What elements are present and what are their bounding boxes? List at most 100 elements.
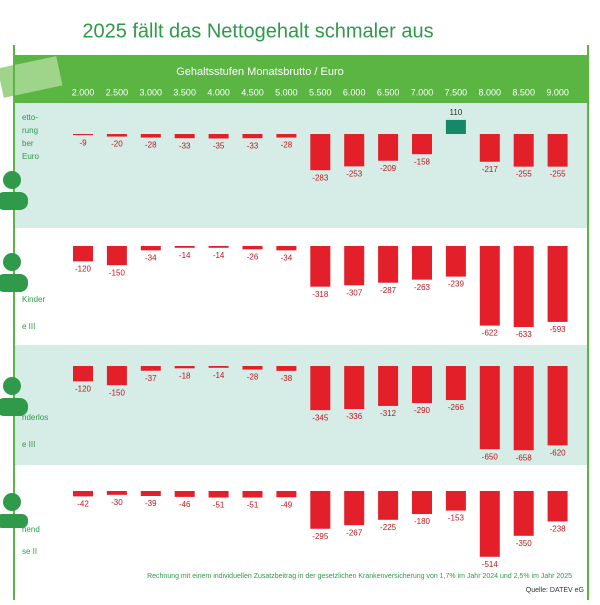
- bar: [445, 366, 466, 401]
- bar: [242, 246, 263, 250]
- bar: [412, 366, 432, 404]
- x-tick-label: 6.500: [377, 87, 400, 97]
- value-label: -336: [346, 412, 363, 421]
- bar: [73, 134, 93, 136]
- bar: [242, 491, 263, 498]
- value-label: -34: [145, 253, 157, 262]
- value-label: -14: [179, 251, 191, 260]
- value-label: -255: [550, 170, 567, 179]
- bar: [140, 134, 161, 138]
- row-label: ber: [22, 139, 34, 148]
- x-tick-label: 7.000: [411, 87, 434, 97]
- value-label: -51: [213, 501, 225, 510]
- value-label: -20: [111, 140, 123, 149]
- x-tick-label: 2.000: [72, 87, 95, 97]
- value-label: -42: [77, 499, 89, 508]
- value-label: -120: [75, 384, 92, 393]
- value-label: -239: [448, 280, 465, 289]
- bar: [106, 491, 127, 495]
- value-label: -49: [281, 500, 293, 509]
- row-label: hend: [22, 525, 40, 534]
- bar: [344, 246, 365, 286]
- bar: [174, 366, 195, 369]
- value-label: -18: [179, 371, 191, 380]
- row-label: se II: [22, 547, 37, 556]
- value-label: -28: [281, 141, 293, 150]
- bar: [445, 491, 466, 511]
- bar: [73, 246, 93, 262]
- row-label: e III: [22, 322, 35, 331]
- bar: [378, 246, 399, 283]
- x-tick-label: 3.500: [173, 87, 196, 97]
- row-label: Euro: [22, 152, 39, 161]
- bar: [208, 491, 229, 498]
- value-label: -51: [247, 501, 259, 510]
- x-tick-label: 6.000: [343, 87, 366, 97]
- value-label: -14: [213, 251, 225, 260]
- bar: [412, 134, 432, 155]
- x-tick-label: 8.500: [512, 87, 535, 97]
- bar: [344, 134, 365, 167]
- bar: [479, 246, 500, 326]
- value-label: -46: [179, 500, 191, 509]
- value-label: -253: [346, 169, 363, 178]
- x-tick-label: 5.500: [309, 87, 332, 97]
- row-band: [14, 345, 588, 465]
- value-label: -307: [346, 288, 363, 297]
- bar: [547, 134, 568, 167]
- value-label: -35: [213, 142, 225, 151]
- value-label: 110: [450, 108, 463, 117]
- bar: [276, 134, 297, 138]
- value-label: -150: [109, 388, 126, 397]
- x-tick-label: 9.000: [546, 87, 569, 97]
- value-label: -14: [213, 371, 225, 380]
- value-label: -34: [281, 253, 293, 262]
- value-label: -620: [550, 448, 567, 457]
- bar: [242, 134, 263, 139]
- value-label: -290: [414, 406, 431, 415]
- value-label: -180: [414, 517, 431, 526]
- row-label: nderlos: [22, 413, 48, 422]
- value-label: -209: [380, 164, 397, 173]
- value-label: -318: [312, 290, 329, 299]
- value-label: -28: [145, 141, 157, 150]
- bar: [208, 366, 229, 368]
- person-icons: [0, 171, 28, 528]
- bar: [445, 119, 466, 134]
- value-label: -150: [109, 268, 126, 277]
- bar: [412, 491, 432, 515]
- bar: [412, 246, 432, 280]
- bar: [378, 491, 399, 520]
- value-label: -28: [247, 373, 259, 382]
- bar: [140, 366, 161, 371]
- bar: [106, 366, 127, 386]
- value-label: -633: [516, 330, 533, 339]
- value-label: -263: [414, 283, 431, 292]
- value-label: -120: [75, 264, 92, 273]
- value-label: -9: [79, 138, 87, 147]
- value-label: -312: [380, 409, 397, 418]
- bar: [513, 366, 534, 451]
- bar: [378, 134, 399, 161]
- value-label: -225: [380, 523, 397, 532]
- bar: [310, 134, 331, 171]
- source: Quelle: DATEV eG: [526, 587, 584, 594]
- bar: [174, 491, 195, 497]
- row-label: e III: [22, 440, 35, 449]
- bar: [513, 491, 534, 536]
- bar: [140, 246, 161, 251]
- bar: [106, 134, 127, 137]
- bar: [344, 366, 365, 410]
- x-tick-label: 2.500: [106, 87, 129, 97]
- value-label: -39: [145, 499, 157, 508]
- bar: [242, 366, 263, 370]
- value-label: -33: [179, 141, 191, 150]
- row-label: rung: [22, 126, 38, 135]
- x-tick-label: 4.000: [207, 87, 230, 97]
- bar: [344, 491, 365, 526]
- bar: [310, 491, 331, 529]
- value-label: -658: [516, 453, 533, 462]
- value-label: -267: [346, 528, 363, 537]
- bar: [547, 246, 568, 322]
